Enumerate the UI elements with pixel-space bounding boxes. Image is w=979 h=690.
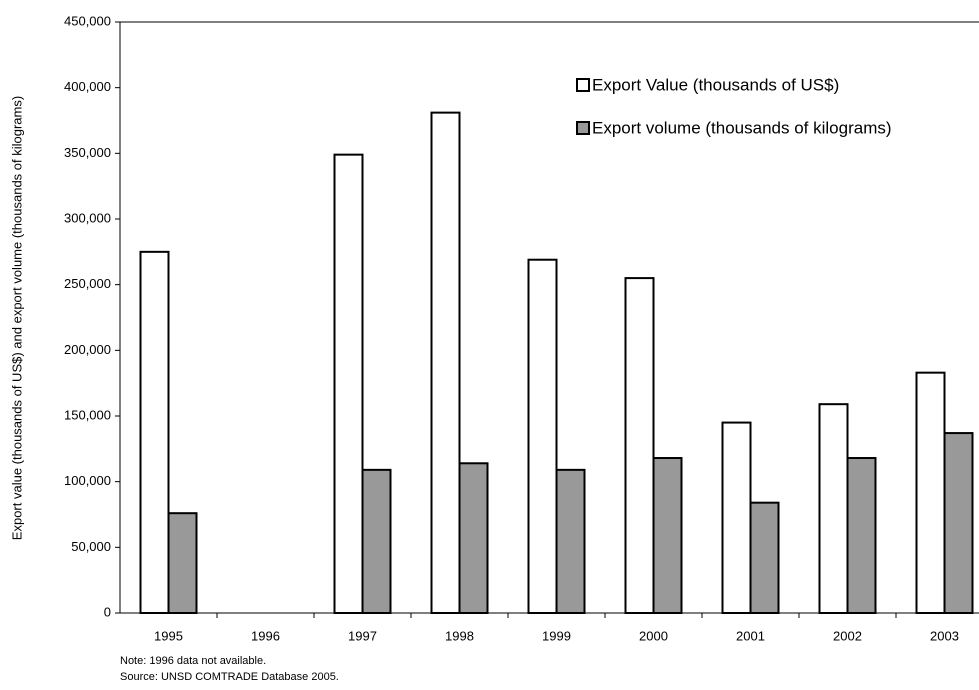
bar [555,468,586,615]
bar [167,512,198,614]
y-tick-label: 0 [104,604,111,619]
bar [139,250,170,614]
x-tick-label: 1999 [542,628,571,643]
y-tick-label: 300,000 [64,210,111,225]
bar [749,501,780,614]
bar [361,468,392,615]
bar [527,258,558,614]
x-tick-label: 2000 [639,628,668,643]
y-tick-label: 50,000 [71,539,111,554]
y-tick-label: 150,000 [64,407,111,422]
x-tick-label: 1997 [348,628,377,643]
source: Source: UNSD COMTRADE Database 2005. [120,671,339,683]
bar [915,371,946,614]
y-tick-label: 450,000 [64,13,111,28]
bar [721,421,752,615]
legend-label: Export volume (thousands of kilograms) [592,118,892,137]
y-tick-label: 250,000 [64,276,111,291]
x-tick-label: 1995 [154,628,183,643]
y-tick-label: 200,000 [64,342,111,357]
bar [430,111,461,615]
note: Note: 1996 data not available. [120,655,266,667]
y-tick-label: 350,000 [64,145,111,160]
y-tick-label: 100,000 [64,473,111,488]
x-tick-label: 2003 [930,628,959,643]
x-tick-label: 2002 [833,628,862,643]
x-tick-label: 2001 [736,628,765,643]
y-tick-label: 400,000 [64,79,111,94]
x-tick-label: 1996 [251,628,280,643]
bar [458,462,489,614]
x-tick-label: 1998 [445,628,474,643]
legend-label: Export Value (thousands of US$) [592,75,839,94]
bar [333,153,364,614]
legend-swatch [576,78,590,92]
bar [624,277,655,614]
bar [943,432,974,614]
legend-swatch [576,121,590,135]
bar [818,403,849,614]
y-axis-label: Export value (thousands of US$) and expo… [9,96,24,540]
bar [846,457,877,614]
bar [652,457,683,614]
